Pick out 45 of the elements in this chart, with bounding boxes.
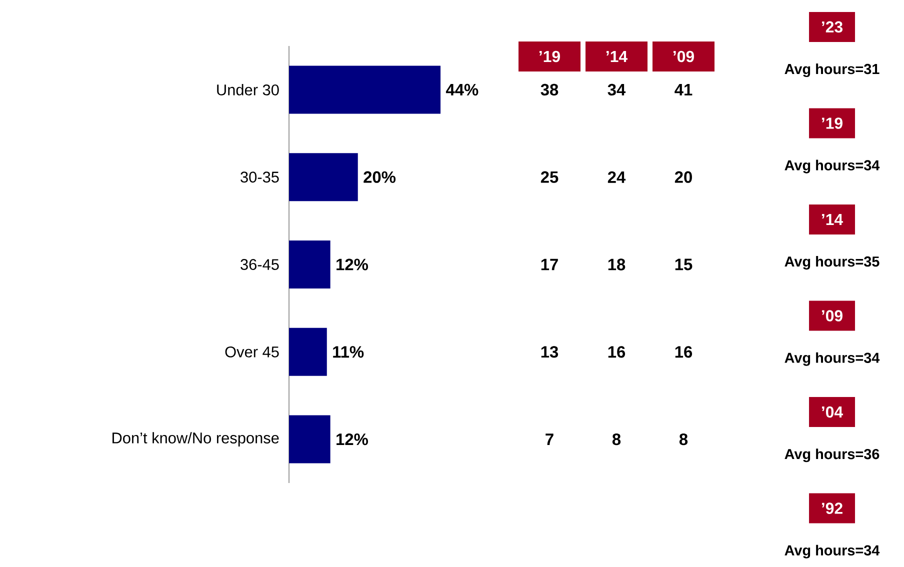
data-label: 34 bbox=[608, 84, 626, 96]
data-label: 8 bbox=[679, 433, 688, 446]
data-label: 16 bbox=[675, 346, 692, 358]
bar bbox=[289, 415, 330, 464]
data-label: 11% bbox=[333, 346, 364, 358]
y-tick-label: ’92 bbox=[822, 502, 842, 514]
data-label: 20% bbox=[364, 171, 396, 183]
data-label: Avg hours=31 bbox=[784, 64, 880, 78]
data-label: 16 bbox=[608, 346, 626, 358]
y-tick-label: 36-45 bbox=[240, 259, 279, 270]
y-tick-label: Under 30 bbox=[217, 84, 279, 96]
data-label: 8 bbox=[612, 433, 621, 446]
data-label: 38 bbox=[540, 84, 558, 96]
data-label: 12% bbox=[336, 258, 368, 270]
y-tick-label: ’19 bbox=[822, 118, 842, 129]
data-label: 25 bbox=[540, 171, 558, 183]
y-tick-label: ’14 bbox=[822, 214, 844, 225]
bar bbox=[289, 153, 358, 202]
data-label: 13 bbox=[541, 346, 558, 358]
data-label: Avg hours=36 bbox=[784, 448, 880, 462]
data-label: 12% bbox=[336, 434, 368, 446]
data-label: 24 bbox=[608, 171, 626, 183]
y-tick-label: ’23 bbox=[822, 21, 843, 33]
bar bbox=[289, 66, 441, 114]
y-tick-label: Over 45 bbox=[225, 346, 279, 358]
data-label: 18 bbox=[608, 258, 626, 270]
data-label: Avg hours=34 bbox=[784, 352, 880, 366]
y-tick-label: 30-35 bbox=[240, 172, 279, 183]
data-label: 41 bbox=[674, 84, 692, 96]
data-label: Avg hours=35 bbox=[784, 256, 880, 270]
data-label: Avg hours=34 bbox=[784, 544, 880, 558]
y-tick-label: ’09 bbox=[822, 310, 842, 322]
x-tick-label: ’14 bbox=[606, 51, 628, 62]
data-label: 7 bbox=[546, 434, 554, 445]
bar bbox=[289, 240, 330, 289]
y-tick-label: ’04 bbox=[822, 406, 844, 418]
y-tick-label: Don’t know/No response bbox=[112, 432, 279, 447]
data-label: Avg hours=34 bbox=[784, 160, 880, 174]
data-label: 15 bbox=[675, 258, 692, 270]
data-label: 20 bbox=[674, 171, 692, 183]
x-tick-label: ’09 bbox=[674, 50, 694, 62]
x-tick-label: ’19 bbox=[540, 50, 560, 62]
bar bbox=[289, 328, 327, 376]
data-label: 17 bbox=[541, 258, 558, 270]
data-label: 44% bbox=[446, 84, 478, 96]
